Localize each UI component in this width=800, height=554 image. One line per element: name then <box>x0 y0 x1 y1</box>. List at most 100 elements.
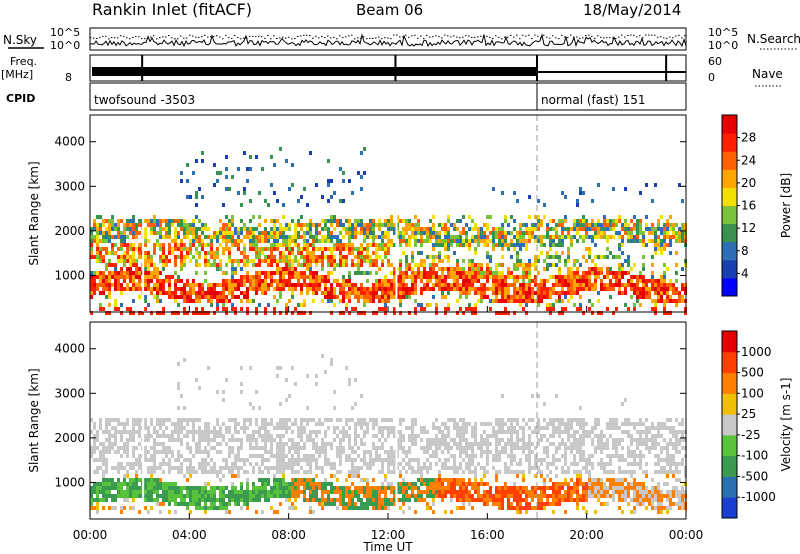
heatmap-cell <box>294 231 297 235</box>
heatmap-cell <box>663 227 666 231</box>
heatmap-cell <box>324 287 327 291</box>
heatmap-cell <box>240 259 243 263</box>
heatmap-cell <box>591 303 594 307</box>
heatmap-cell <box>498 279 501 283</box>
heatmap-cell <box>138 494 141 498</box>
heatmap-cell <box>201 247 204 251</box>
heatmap-cell <box>216 506 219 510</box>
heatmap-cell <box>618 235 621 239</box>
heatmap-cell <box>465 275 468 279</box>
heatmap-cell <box>276 426 279 430</box>
heatmap-cell <box>267 494 270 498</box>
heatmap-cell <box>321 466 324 470</box>
heatmap-cell <box>519 462 522 466</box>
heatmap-cell <box>486 235 489 239</box>
heatmap-cell <box>123 279 126 283</box>
heatmap-cell <box>543 279 546 283</box>
heatmap-cell <box>486 482 489 486</box>
heatmap-cell <box>132 450 135 454</box>
heatmap-cell <box>135 494 138 498</box>
heatmap-cell <box>177 386 180 390</box>
heatmap-cell <box>426 438 429 442</box>
heatmap-cell <box>498 506 501 510</box>
heatmap-cell <box>309 458 312 462</box>
heatmap-cell <box>279 438 282 442</box>
heatmap-cell <box>471 482 474 486</box>
heatmap-cell <box>219 295 222 299</box>
heatmap-cell <box>606 219 609 223</box>
heatmap-cell <box>408 227 411 231</box>
heatmap-cell <box>471 283 474 287</box>
heatmap-cell <box>408 506 411 510</box>
heatmap-cell <box>423 239 426 243</box>
heatmap-cell <box>348 247 351 251</box>
heatmap-cell <box>501 191 504 195</box>
heatmap-cell <box>525 498 528 502</box>
heatmap-cell <box>336 279 339 283</box>
heatmap-cell <box>135 422 138 426</box>
heatmap-cell <box>147 486 150 490</box>
heatmap-cell <box>336 486 339 490</box>
heatmap-cell <box>402 434 405 438</box>
heatmap-cell <box>174 239 177 243</box>
heatmap-cell <box>333 191 336 195</box>
heatmap-cell <box>363 502 366 506</box>
heatmap-cell <box>333 486 336 490</box>
heatmap-cell <box>228 247 231 251</box>
heatmap-cell <box>315 283 318 287</box>
heatmap-cell <box>468 259 471 263</box>
heatmap-cell <box>93 458 96 462</box>
heatmap-cell <box>396 438 399 442</box>
heatmap-cell <box>435 263 438 267</box>
heatmap-cell <box>372 434 375 438</box>
heatmap-cell <box>96 506 99 510</box>
heatmap-cell <box>399 259 402 263</box>
heatmap-cell <box>282 259 285 263</box>
heatmap-cell <box>576 275 579 279</box>
heatmap-cell <box>351 482 354 486</box>
heatmap-cell <box>366 271 369 275</box>
heatmap-cell <box>474 486 477 490</box>
heatmap-cell <box>180 462 183 466</box>
heatmap-cell <box>144 482 147 486</box>
heatmap-cell <box>135 474 138 478</box>
heatmap-cell <box>330 219 333 223</box>
heatmap-cell <box>576 279 579 283</box>
heatmap-cell <box>285 418 288 422</box>
heatmap-cell <box>249 247 252 251</box>
heatmap-cell <box>309 466 312 470</box>
heatmap-cell <box>153 267 156 271</box>
heatmap-cell <box>147 430 150 434</box>
heatmap-cell <box>153 478 156 482</box>
heatmap-cell <box>270 155 273 159</box>
heatmap-cell <box>174 295 177 299</box>
heatmap-cell <box>585 235 588 239</box>
heatmap-cell <box>162 247 165 251</box>
heatmap-cell <box>297 486 300 490</box>
heatmap-cell <box>393 243 396 247</box>
heatmap-cell <box>267 490 270 494</box>
heatmap-cell <box>186 295 189 299</box>
heatmap-cell <box>270 279 273 283</box>
heatmap-cell <box>132 255 135 259</box>
heatmap-cell <box>513 430 516 434</box>
heatmap-cell <box>360 263 363 267</box>
heatmap-cell <box>528 442 531 446</box>
heatmap-cell <box>462 434 465 438</box>
heatmap-cell <box>384 498 387 502</box>
heatmap-cell <box>519 303 522 307</box>
heatmap-cell <box>261 167 264 171</box>
heatmap-cell <box>231 219 234 223</box>
heatmap-cell <box>300 490 303 494</box>
heatmap-cell <box>417 478 420 482</box>
heatmap-cell <box>195 490 198 494</box>
heatmap-cell <box>504 215 507 219</box>
heatmap-cell <box>132 223 135 227</box>
heatmap-cell <box>330 287 333 291</box>
heatmap-cell <box>108 506 111 510</box>
heatmap-cell <box>252 231 255 235</box>
heatmap-cell <box>405 255 408 259</box>
noise-panel <box>89 27 687 51</box>
heatmap-cell <box>309 454 312 458</box>
heatmap-cell <box>120 247 123 251</box>
